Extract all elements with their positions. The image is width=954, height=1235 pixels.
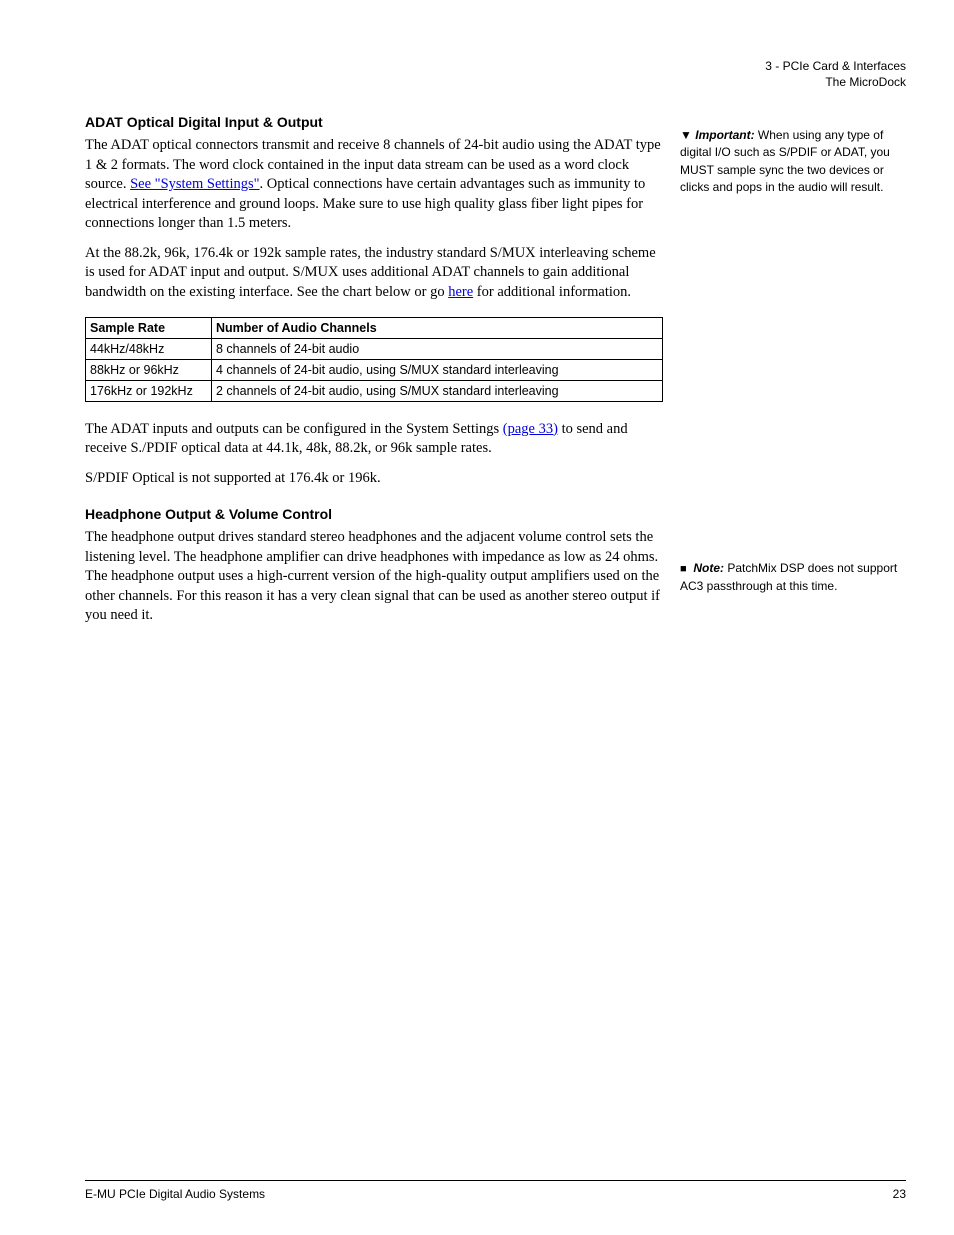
header-line-1: 3 - PCIe Card & Interfaces (765, 58, 906, 74)
cell-rate: 88kHz or 96kHz (86, 359, 212, 380)
sidebar-important: ▼ Important: When using any type of digi… (680, 127, 900, 197)
after-table-paragraph-1: The ADAT inputs and outputs can be confi… (85, 420, 663, 459)
link-here[interactable]: here (448, 284, 473, 300)
note-label: Note: (693, 561, 724, 575)
link-system-settings[interactable]: See "System Settings" (130, 176, 259, 192)
section-heading-adat: ADAT Optical Digital Input & Output (85, 114, 663, 130)
adat-paragraph-2: At the 88.2k, 96k, 176.4k or 192k sample… (85, 244, 663, 303)
after-table-paragraph-2: S/PDIF Optical is not supported at 176.4… (85, 469, 663, 489)
footer-page-number: 23 (893, 1187, 906, 1201)
section-heading-headphone: Headphone Output & Volume Control (85, 506, 663, 522)
table-header-rate: Sample Rate (86, 317, 212, 338)
cell-rate: 176kHz or 192kHz (86, 380, 212, 401)
text-span: for additional information. (473, 284, 631, 300)
page-footer: E-MU PCIe Digital Audio Systems 23 (85, 1180, 906, 1201)
cell-rate: 44kHz/48kHz (86, 338, 212, 359)
table-header-row: Sample Rate Number of Audio Channels (86, 317, 663, 338)
header-line-2: The MicroDock (765, 74, 906, 90)
important-label: Important: (695, 128, 754, 142)
text-span: The ADAT inputs and outputs can be confi… (85, 421, 503, 437)
link-page-33[interactable]: (page 33) (503, 421, 558, 437)
triangle-down-icon: ▼ (680, 128, 692, 142)
sample-rate-table: Sample Rate Number of Audio Channels 44k… (85, 317, 663, 402)
sidebar-note: ■ Note: PatchMix DSP does not support AC… (680, 560, 900, 595)
table-row: 88kHz or 96kHz 4 channels of 24-bit audi… (86, 359, 663, 380)
square-bullet-icon: ■ (680, 563, 687, 575)
table-header-channels: Number of Audio Channels (212, 317, 663, 338)
table-row: 176kHz or 192kHz 2 channels of 24-bit au… (86, 380, 663, 401)
main-content: ADAT Optical Digital Input & Output The … (85, 60, 663, 626)
headphone-paragraph: The headphone output drives standard ste… (85, 528, 663, 626)
table-row: 44kHz/48kHz 8 channels of 24-bit audio (86, 338, 663, 359)
cell-channels: 8 channels of 24-bit audio (212, 338, 663, 359)
cell-channels: 2 channels of 24-bit audio, using S/MUX … (212, 380, 663, 401)
page-header: 3 - PCIe Card & Interfaces The MicroDock (765, 58, 906, 90)
adat-paragraph-1: The ADAT optical connectors transmit and… (85, 136, 663, 234)
cell-channels: 4 channels of 24-bit audio, using S/MUX … (212, 359, 663, 380)
footer-title: E-MU PCIe Digital Audio Systems (85, 1187, 265, 1201)
